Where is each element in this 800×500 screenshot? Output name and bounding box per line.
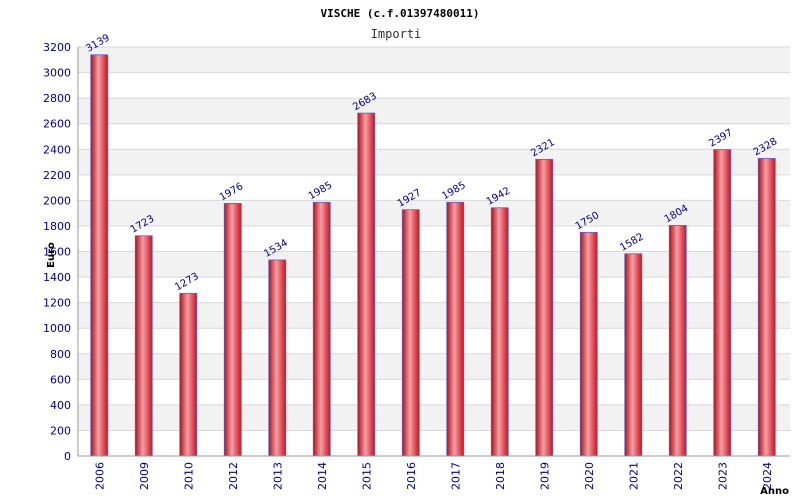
data-label: 2397 (707, 127, 735, 149)
x-tick-label: 2017 (449, 462, 462, 490)
y-tick-label: 2800 (43, 92, 71, 105)
x-tick-label: 2015 (360, 462, 373, 490)
bar (90, 54, 109, 457)
y-tick-label: 2000 (43, 194, 71, 207)
y-tick-label: 3000 (43, 67, 71, 80)
y-tick-label: 400 (50, 399, 71, 412)
bar (401, 209, 420, 457)
bar (134, 235, 153, 457)
bar (490, 207, 509, 457)
x-tick-label: 2012 (227, 462, 240, 490)
y-tick-label: 1200 (43, 297, 71, 310)
bar (357, 112, 376, 457)
x-tick-label: 2010 (182, 462, 195, 490)
bar (579, 231, 598, 457)
y-tick-label: 800 (50, 348, 71, 361)
bar (624, 253, 643, 457)
x-tick-label: 2021 (627, 462, 640, 490)
x-tick-label: 2018 (494, 462, 507, 490)
x-tick-label: 2019 (538, 462, 551, 490)
x-tick-label: 2024 (761, 462, 774, 490)
bar (757, 158, 776, 457)
data-label: 1985 (440, 180, 468, 202)
bar (268, 259, 287, 457)
x-tick-label: 2022 (672, 462, 685, 490)
x-tick-label: 2014 (316, 462, 329, 490)
bar (312, 201, 331, 457)
y-tick-label: 1000 (43, 322, 71, 335)
x-tick-label: 2016 (405, 462, 418, 490)
y-tick-label: 2600 (43, 118, 71, 131)
bar (535, 158, 554, 457)
x-axis-ticks: 2006 2009 2010 2012 2013 2014 2015 2016 2017 2018… (93, 462, 774, 490)
x-tick-label: 2006 (93, 462, 106, 490)
y-tick-label: 600 (50, 373, 71, 386)
chart-subtitle: Importi (371, 27, 422, 41)
grid-band (78, 149, 790, 175)
bar (446, 201, 465, 457)
bar (223, 203, 242, 457)
y-tick-label: 0 (64, 450, 71, 463)
chart-title: VISCHE (c.f.01397480011) (321, 7, 480, 20)
x-tick-label: 2009 (138, 462, 151, 490)
x-tick-label: 2013 (271, 462, 284, 490)
y-tick-label: 1600 (43, 246, 71, 259)
grid-band (78, 47, 790, 73)
y-tick-label: 2200 (43, 169, 71, 182)
bars (90, 54, 776, 457)
grid-band (78, 200, 790, 226)
y-tick-label: 3200 (43, 41, 71, 54)
bar (179, 292, 198, 457)
y-tick-label: 1800 (43, 220, 71, 233)
y-axis-ticks: 0 200 400 600 800 1000 1200 1400 1600 1800 2000 220… (43, 41, 71, 463)
x-tick-label: 2020 (583, 462, 596, 490)
y-tick-label: 2400 (43, 143, 71, 156)
x-tick-label: 2023 (716, 462, 729, 490)
y-tick-label: 200 (50, 424, 71, 437)
y-axis-title: Euro (46, 242, 57, 268)
data-label: 1985 (307, 180, 335, 202)
x-axis-title: Anno (760, 486, 789, 497)
grid-band (78, 98, 790, 124)
bar (713, 149, 732, 457)
data-label: 1582 (618, 232, 646, 254)
y-tick-label: 1400 (43, 271, 71, 284)
bar (668, 225, 687, 457)
